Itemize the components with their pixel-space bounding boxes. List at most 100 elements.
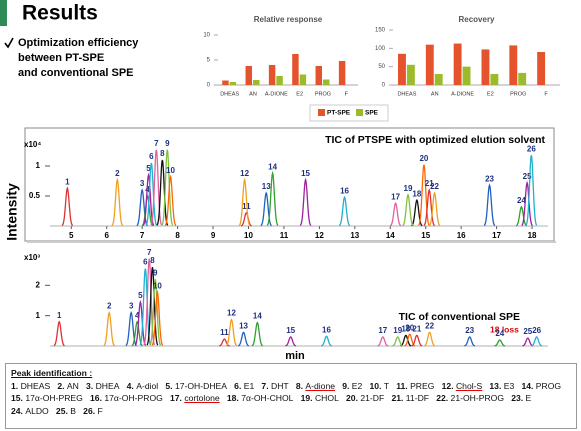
bar [229, 82, 237, 85]
bar [453, 43, 462, 85]
peak-id-number: 23. [511, 393, 524, 403]
peak-id-name: A-dione [305, 380, 336, 391]
x-tick-label: 7 [140, 231, 145, 240]
peak-label: 19 [404, 184, 413, 193]
bullet-line: Optimization efficiency [18, 37, 139, 49]
peak [134, 299, 147, 346]
peak-label: 21 [425, 179, 434, 188]
peak-label: 22 [430, 182, 439, 191]
peak-label: 9 [153, 268, 158, 277]
peak [392, 336, 404, 347]
bar [292, 54, 299, 85]
peak-id-number: 12. [441, 380, 454, 391]
x-tick-label: 18 [528, 231, 537, 240]
peak-id-number: 16. [90, 393, 102, 403]
peak [146, 266, 159, 346]
peak-id-number: 10. [369, 380, 382, 391]
peak [156, 159, 169, 226]
legend-label: SPE [365, 110, 379, 117]
x-tick-label: E2 [487, 91, 494, 97]
peak-label: 15 [301, 169, 310, 178]
peak [418, 164, 430, 226]
peak-label: 25 [523, 172, 532, 181]
peak-label: 23 [485, 174, 494, 183]
peak [61, 186, 74, 227]
x-tick-label: PROG [315, 91, 331, 97]
bullet-line: between PT-SPE [18, 52, 104, 64]
x-tick-label: E2 [296, 91, 303, 97]
y-tick-label: 5 [207, 58, 211, 64]
y-axis-label: Intensity [4, 183, 20, 241]
peak [164, 174, 177, 226]
peak-label: 5 [138, 291, 143, 300]
peak-label: 6 [143, 258, 148, 267]
peak-label: 14 [268, 162, 277, 171]
x-tick-label: AN [431, 91, 439, 97]
peak [402, 193, 414, 227]
peak-id-name: B [70, 405, 76, 416]
peak [389, 201, 402, 227]
peak [111, 177, 124, 226]
y-unit-label: x10⁴ [24, 140, 41, 149]
peak [531, 336, 543, 347]
peak-label: 20 [419, 154, 428, 163]
bar [406, 64, 415, 85]
peak-id-name: 21-OH-PROG [450, 393, 505, 403]
bar [425, 44, 434, 85]
peak-id-number: 18. [226, 393, 239, 403]
peak-id-number: 3. [86, 380, 94, 391]
peak-id-name: E [525, 393, 532, 403]
peak [260, 191, 272, 227]
y-tick-label: 0 [382, 83, 386, 89]
peak [150, 149, 163, 226]
x-tick-label: F [345, 91, 349, 97]
peak-id-name: ALDO [25, 405, 49, 416]
bar [537, 52, 546, 85]
peak [411, 198, 423, 227]
bar [222, 80, 229, 85]
y-tick-label: 10 [203, 33, 210, 39]
peak-label: 24 [495, 329, 504, 338]
peak-label: 7 [154, 139, 159, 148]
peak-id-name: 17α-OH-PREG [25, 393, 83, 403]
check-icon [4, 37, 14, 49]
peak [320, 335, 332, 347]
bar [268, 65, 276, 85]
peak-label: 20 [405, 323, 414, 332]
peak-id-heading: Peak identification : [11, 368, 93, 378]
chart-title: Relative response [254, 15, 323, 24]
chart-title: TIC of conventional SPE [399, 311, 520, 323]
peak-label: 5 [146, 164, 151, 173]
y-tick-label: 0 [207, 83, 211, 89]
x-tick-label: 11 [280, 231, 289, 240]
peak-id-name: cortolone [184, 393, 220, 403]
peak-label: 17 [378, 326, 387, 335]
peak-label: 17 [391, 192, 400, 201]
peak-label: 18 [412, 189, 421, 198]
peak-label: 18 [401, 324, 410, 333]
peak-id-name: A-diol [136, 380, 159, 391]
peak [238, 177, 251, 226]
chart-title: TIC of PTSPE with optimized elution solv… [325, 134, 545, 146]
peak [251, 321, 264, 347]
peak [377, 336, 389, 347]
peak-id-number: 24. [11, 405, 23, 416]
peak-id-name: F [97, 405, 103, 416]
peak-label: 3 [140, 179, 145, 188]
peak-id-number: 20. [346, 393, 358, 403]
peak-label: 16 [340, 186, 349, 195]
bar [509, 45, 518, 85]
y-tick-label: 2 [36, 280, 41, 289]
peak-label: 7 [147, 248, 152, 257]
peak-id-name: T [383, 380, 390, 391]
peak-label: 6 [149, 152, 154, 161]
bar [245, 66, 252, 85]
x-tick-label: 8 [175, 231, 180, 240]
x-tick-label: A-DIONE [451, 91, 474, 97]
peak [338, 195, 351, 227]
peak-label: 21 [412, 324, 421, 333]
peak-label: 16 [322, 325, 331, 334]
x-axis-label: min [285, 350, 305, 362]
